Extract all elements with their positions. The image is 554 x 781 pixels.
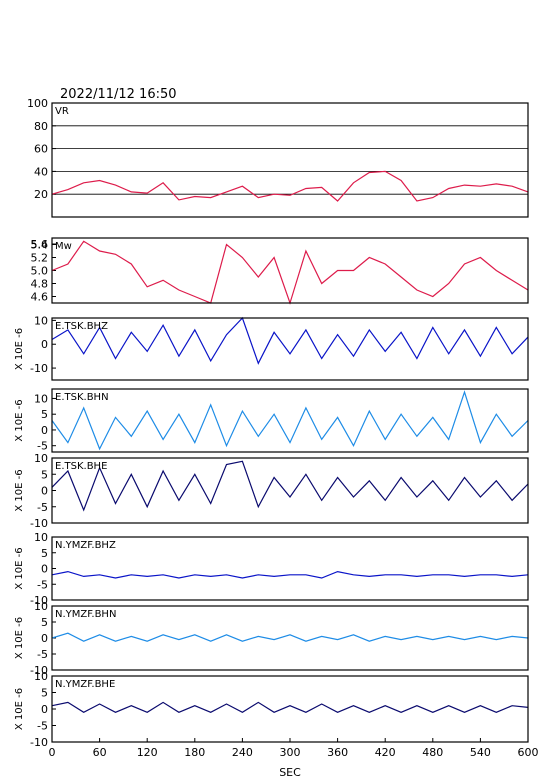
y-axis-label: X 10E -6 <box>14 399 25 441</box>
y-tick-label: 0 <box>41 338 48 351</box>
panels: 10080604020VR5.65.45.25.04.84.6Mw100-10E… <box>14 97 529 749</box>
series-line <box>51 701 529 713</box>
y-tick-label: -5 <box>37 440 48 453</box>
y-tick-label: -10 <box>30 517 48 530</box>
y-tick-label: -5 <box>37 578 48 591</box>
x-tick-label: 540 <box>470 746 491 759</box>
y-tick-label: 60 <box>34 143 48 156</box>
y-tick-label: 5.4 <box>31 239 49 252</box>
panel-e-tsk-bhn: 10 5 0 -5 E.TSK.BHN X 10E -6 <box>14 388 529 453</box>
panel-label: N.YMZF.BHN <box>55 609 116 620</box>
panel-label: N.YMZF.BHE <box>55 679 115 690</box>
y-tick-label: 4.6 <box>31 291 49 304</box>
y-tick-label: 100 <box>27 97 48 110</box>
y-tick-label: -5 <box>37 648 48 661</box>
panel-frame <box>51 317 529 381</box>
y-tick-label: -10 <box>30 594 48 607</box>
y-tick-label: 5.0 <box>31 265 49 278</box>
y-tick-label: 10 <box>34 531 48 544</box>
y-axis-label: X 10E -6 <box>14 328 25 370</box>
panel-e-tsk-bhe: 10 5 0 -5 -10 E.TSK.BHE X 10E -6 <box>14 452 529 530</box>
y-axis-label: X 10E -6 <box>14 688 25 730</box>
y-tick-label: 5 <box>41 547 48 560</box>
x-tick-label: 300 <box>280 746 301 759</box>
x-tick-label: 0 <box>49 746 56 759</box>
panel-frame <box>51 605 529 671</box>
panel-frame <box>51 536 529 601</box>
y-tick-label: 10 <box>34 392 48 405</box>
panel-n-ymzf-bhn: 10 5 0 -5 -10 N.YMZF.BHN X 10E -6 <box>14 600 529 677</box>
y-tick-label: 5.2 <box>31 252 49 265</box>
series-line <box>51 460 529 512</box>
x-tick-label: 360 <box>327 746 348 759</box>
x-tick-label: 120 <box>137 746 158 759</box>
y-tick-label: 10 <box>34 600 48 613</box>
panel-label: N.YMZF.BHZ <box>55 540 116 551</box>
x-tick-label: 180 <box>184 746 205 759</box>
y-tick-label: 0 <box>41 563 48 576</box>
panel-label: E.TSK.BHZ <box>55 321 108 332</box>
panel-e-tsk-bhz: 10 0 -10 E.TSK.BHZ X 10E -6 <box>14 314 529 381</box>
panel-label: Mw <box>55 241 72 252</box>
y-tick-label: 5.6 <box>31 238 49 251</box>
x-tick-label: 240 <box>232 746 253 759</box>
series-line <box>51 170 529 202</box>
y-tick-label: -5 <box>37 720 48 733</box>
panel-mw: 5.65.45.25.04.84.6 Mw <box>31 237 529 305</box>
y-tick-label: 5 <box>41 616 48 629</box>
series-line <box>51 570 529 579</box>
panel-frame <box>51 237 529 304</box>
series-line <box>51 632 529 642</box>
panel-frame <box>51 102 529 218</box>
series-line <box>51 240 529 305</box>
x-axis: 0 60 120 180 240 300 360 420 480 540 600 SEC <box>49 738 539 779</box>
series-line <box>51 390 529 451</box>
y-tick-label: 5 <box>41 408 48 421</box>
panel-vr: 100 80 60 40 20 VR <box>27 97 529 218</box>
panel-label: E.TSK.BHE <box>55 461 107 472</box>
panel-frame <box>51 457 529 524</box>
panel-n-ymzf-bhe: 10 5 0 -5 -10 N.YMZF.BHE X 10E -6 <box>14 670 529 749</box>
y-tick-label: 0 <box>41 632 48 645</box>
panel-n-ymzf-bhz: 10 5 0 -5 -10 N.YMZF.BHZ X 10E -6 <box>14 531 529 607</box>
y-tick-label: 0 <box>41 424 48 437</box>
x-tick-label: 420 <box>375 746 396 759</box>
y-tick-label: -5 <box>37 501 48 514</box>
x-tick-label: 600 <box>518 746 539 759</box>
x-axis-label: SEC <box>279 766 301 779</box>
x-tick-label: 60 <box>93 746 107 759</box>
y-axis-label: X 10E -6 <box>14 617 25 659</box>
panel-frame <box>51 388 529 453</box>
y-tick-label: 4.8 <box>31 278 49 291</box>
y-axis-label: X 10E -6 <box>14 469 25 511</box>
y-tick-label: 5 <box>41 687 48 700</box>
y-tick-label: -10 <box>30 664 48 677</box>
panel-label: E.TSK.BHN <box>55 392 109 403</box>
y-tick-label: 40 <box>34 165 48 178</box>
y-tick-label: -10 <box>30 362 48 375</box>
y-tick-label: 20 <box>34 188 48 201</box>
y-tick-label: 10 <box>34 314 48 327</box>
y-tick-label: -10 <box>30 736 48 749</box>
y-tick-label: 5 <box>41 468 48 481</box>
panel-label: VR <box>55 106 69 117</box>
x-tick-label: 480 <box>422 746 443 759</box>
y-tick-label: 80 <box>34 120 48 133</box>
y-tick-label: 10 <box>34 670 48 683</box>
y-axis-label: X 10E -6 <box>14 547 25 589</box>
y-tick-label: 0 <box>41 703 48 716</box>
y-tick-label: 10 <box>34 452 48 465</box>
y-tick-label: 0 <box>41 485 48 498</box>
date-time-label: 2022/11/12 16:50 <box>60 87 177 102</box>
series-line <box>51 316 529 365</box>
